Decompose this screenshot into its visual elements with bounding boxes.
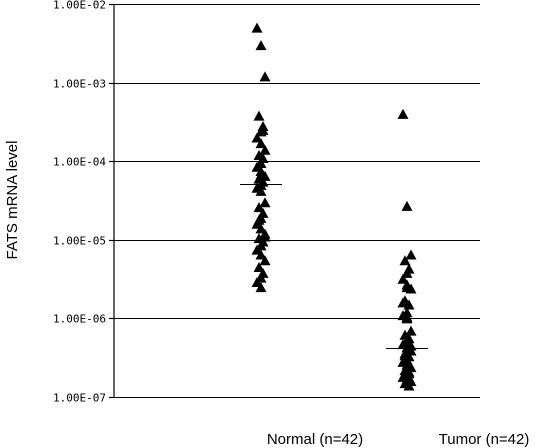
data-point xyxy=(253,110,265,121)
y-tick-layer: 1.00E-02 1.00E-03 1.00E-04 1.00E-05 1.00E-06… xyxy=(53,0,114,405)
data-point xyxy=(253,262,265,273)
data-point xyxy=(397,273,409,284)
y-tick-label: 1.00E-03 xyxy=(53,78,106,91)
y-tick-label: 1.00E-07 xyxy=(53,392,106,405)
data-point xyxy=(405,325,417,336)
data-point xyxy=(401,267,413,278)
data-point xyxy=(397,108,409,119)
data-point xyxy=(259,231,271,242)
y-tick-label: 1.00E-05 xyxy=(53,235,106,248)
data-point xyxy=(259,71,271,82)
x-category-label: Tumor (n=42) xyxy=(439,431,530,448)
y-axis-title: FATS mRNA level xyxy=(4,141,21,260)
data-point xyxy=(251,132,263,143)
data-point xyxy=(255,40,267,51)
data-point xyxy=(403,366,415,377)
data-point xyxy=(403,380,415,391)
data-point xyxy=(251,22,263,33)
data-point xyxy=(259,197,271,208)
data-point xyxy=(255,282,267,293)
median-layer xyxy=(240,184,428,349)
data-point xyxy=(397,297,409,308)
grid-layer xyxy=(114,4,480,398)
data-point xyxy=(253,202,265,213)
data-point xyxy=(255,223,267,234)
data-point xyxy=(399,255,411,266)
y-tick-label: 1.00E-02 xyxy=(53,0,106,12)
category-label-layer: Normal (n=42) Tumor (n=42) xyxy=(267,431,530,448)
y-tick-label: 1.00E-06 xyxy=(53,313,106,326)
data-point xyxy=(399,350,411,361)
data-point xyxy=(259,144,271,155)
data-point xyxy=(401,282,413,293)
data-point xyxy=(255,249,267,260)
data-point xyxy=(405,249,417,260)
data-point xyxy=(255,169,267,180)
data-point xyxy=(259,255,271,266)
data-point xyxy=(255,138,267,149)
data-point xyxy=(257,124,269,135)
data-point xyxy=(401,200,413,211)
data-point xyxy=(401,311,413,322)
x-category-label: Normal (n=42) xyxy=(267,431,363,448)
y-tick-label: 1.00E-04 xyxy=(53,156,106,169)
data-point xyxy=(253,214,265,225)
data-point-layer xyxy=(251,22,417,391)
data-point xyxy=(255,185,267,196)
data-point xyxy=(401,335,413,346)
